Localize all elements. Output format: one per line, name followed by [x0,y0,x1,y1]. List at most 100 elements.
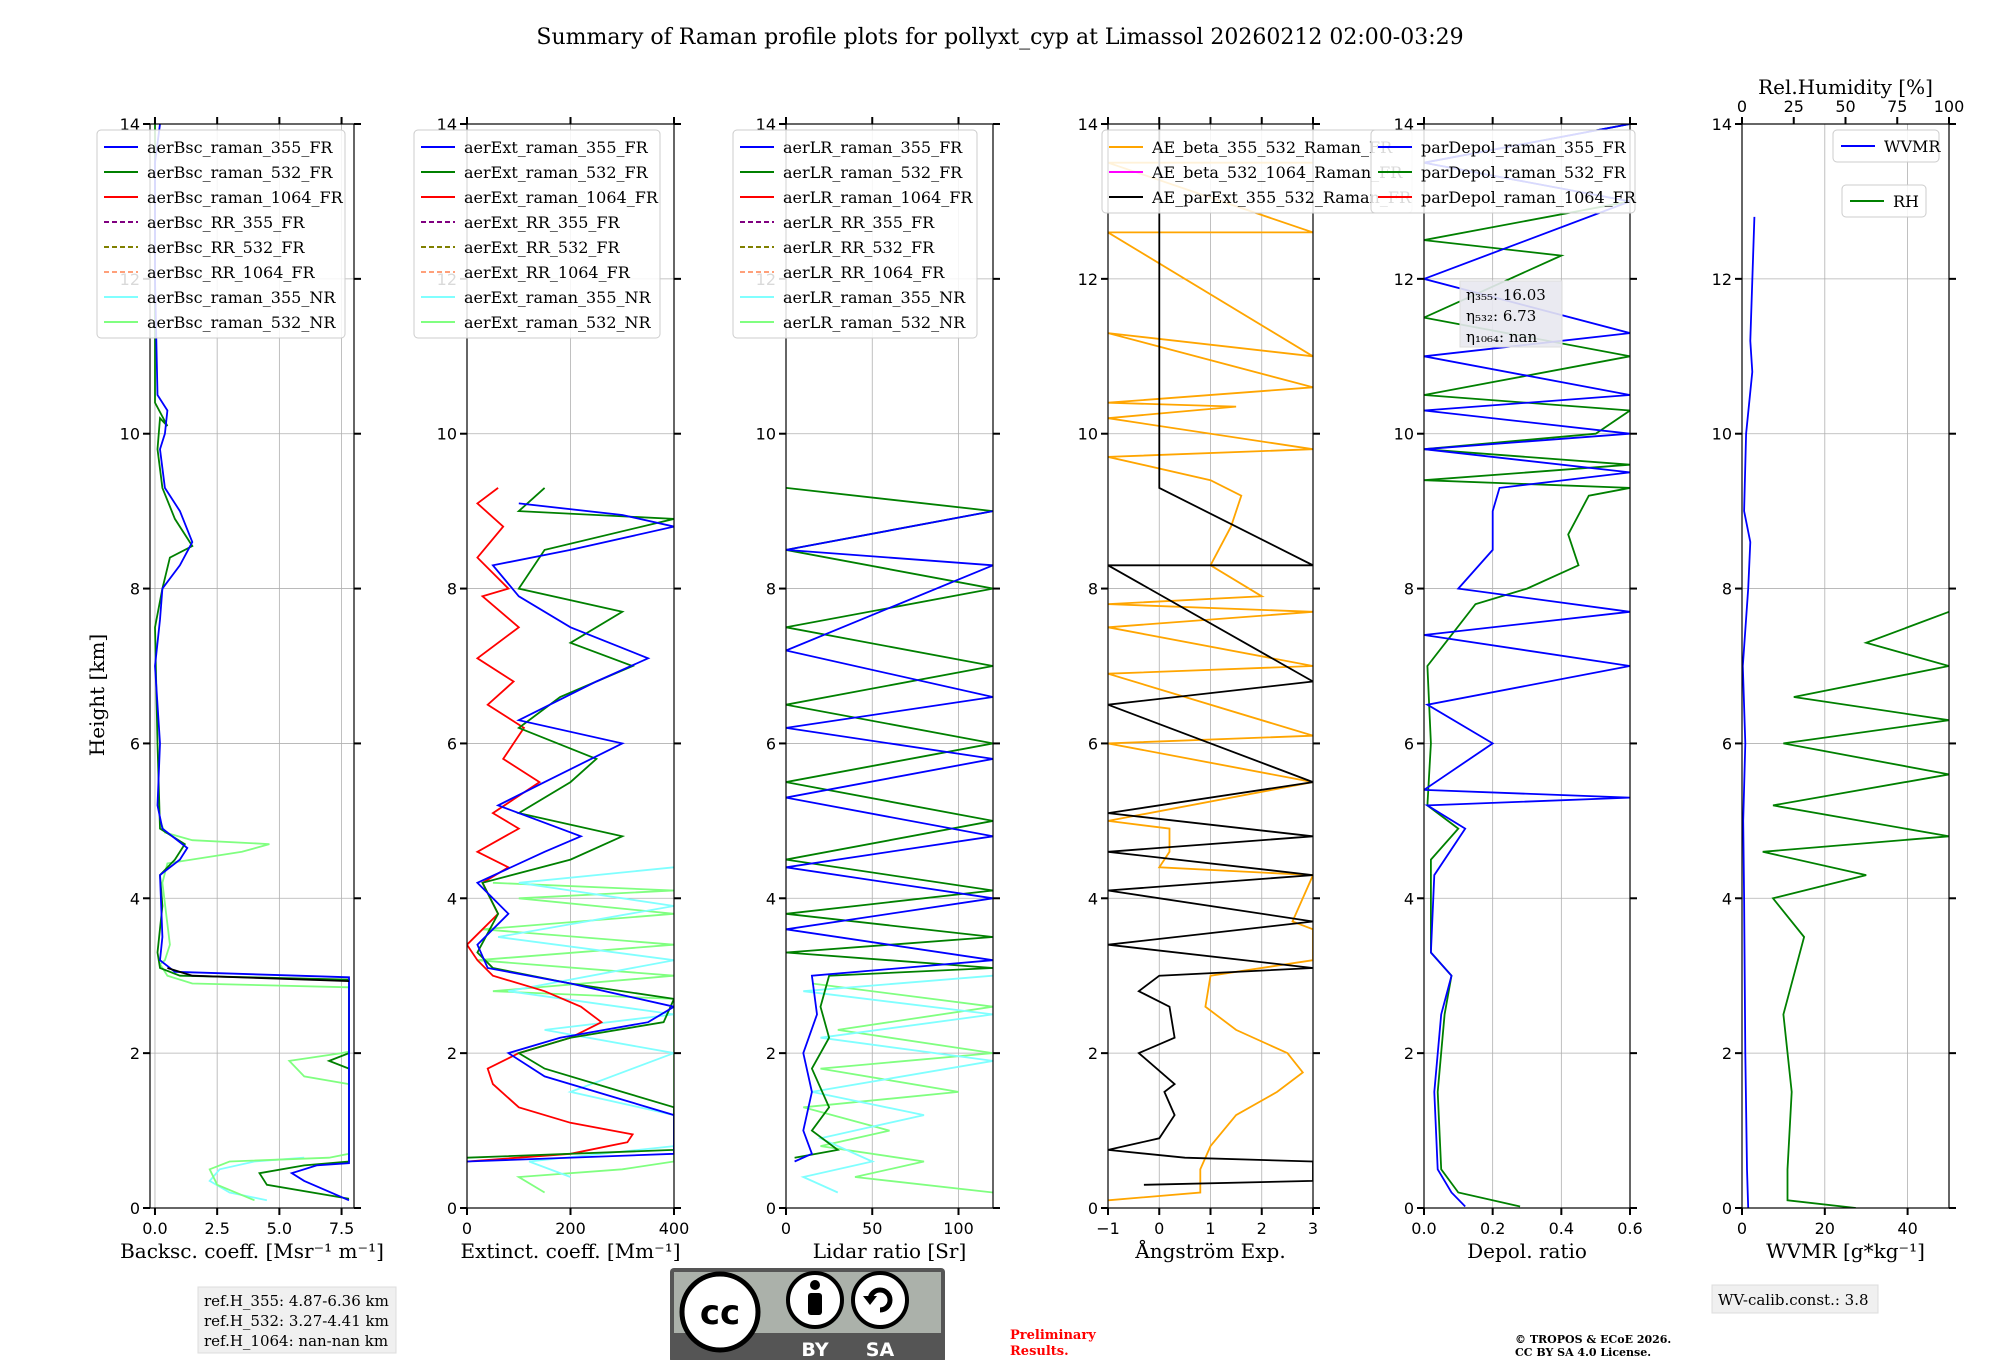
x-tick-label: 200 [555,1219,586,1238]
copyright-line-2: CC BY SA 4.0 License. [1515,1346,1651,1359]
legend-label: aerExt_RR_532_FR [464,238,621,257]
legend-frame [1832,129,1940,163]
ref-box: ref.H_355: 4.87-6.36 km ref.H_532: 3.27-… [197,1286,397,1354]
series-group [1742,216,1949,1208]
y-tick-label: 12 [1078,270,1098,289]
y-tick-label: 0 [1404,1199,1414,1218]
legend-label: aerBsc_raman_355_NR [147,288,336,307]
legend-box: aerLR_raman_355_FR aerLR_raman_532_FR aerL… [732,129,978,339]
y-tick-label: 2 [447,1044,457,1063]
y-tick-label: 12 [1712,270,1732,289]
y-tick-label: 8 [1088,580,1098,599]
legend-label: aerLR_raman_355_NR [783,288,966,307]
legend-box: aerExt_raman_355_FR aerExt_raman_532_FRae… [413,129,661,339]
x-tick-label: 2 [1257,1219,1267,1238]
by-label: BY [801,1339,828,1360]
y-tick-label: 12 [1394,270,1414,289]
ref-h-1064: ref.H_1064: nan-nan km [204,1332,388,1350]
series-line-aerBsc_raman_532_NR [158,820,350,1202]
x-tick-label: 1 [1205,1219,1215,1238]
y-tick-label: 6 [1722,734,1732,753]
legend-label: AE_parExt_355_532_Raman_FR [1151,188,1412,207]
legend-label: aerBsc_raman_355_FR [147,138,333,157]
eta-annotation-bg [1459,280,1563,348]
legend-label: parDepol_raman_355_FR [1421,138,1627,157]
preliminary-line-1: Preliminary [1010,1328,1096,1343]
axes-frame [149,123,355,1209]
series-line-aerLR_raman_532_NR [803,982,993,1194]
y-tick-label: 14 [756,115,776,134]
legend-label: aerLR_RR_532_FR [783,238,935,257]
x-tick-label: 0.4 [1549,1219,1574,1238]
y-tick-label: 4 [1404,889,1414,908]
legend-label: aerLR_raman_1064_FR [783,188,973,207]
eta-annotation-line: η₃₅₅: 16.03 [1466,286,1546,304]
eta-annotation: η₃₅₅: 16.03 η₅₃₂: 6.73 η₁₀₆₄: nan [1459,280,1563,348]
series-line-parDepol_raman_355_FR [1424,124,1630,1208]
series-line-aerExt_raman_532_NR [477,881,674,1194]
legend-label: aerExt_RR_1064_FR [464,263,631,282]
sa-icon-arrow [867,1287,893,1313]
series-group [467,487,674,1194]
legend-label: aerBsc_RR_355_FR [147,213,305,232]
x-tick-label: 7.5 [329,1219,354,1238]
y-tick-label: 10 [756,425,776,444]
legend-label: aerLR_raman_532_FR [783,163,963,182]
sa-icon-arrowhead [863,1296,877,1305]
series-line-aerBsc_raman_1064_FR [167,967,350,982]
x-tick-label: 50 [862,1219,882,1238]
top-x-axis-label: Rel.Humidity [%] [1758,75,1933,99]
y-tick-label: 6 [447,734,457,753]
y-tick-label: 2 [1722,1044,1732,1063]
legend-label: aerLR_raman_532_NR [783,313,966,332]
x-tick-label: 0.2 [1480,1219,1505,1238]
legend-label: aerBsc_RR_532_FR [147,238,305,257]
wv-calib-text: WV-calib.const.: 3.8 [1718,1291,1869,1309]
x-tick-label: 100 [943,1219,974,1238]
top-x-tick-label: 50 [1835,97,1855,116]
y-tick-label: 14 [1078,115,1098,134]
x-axis-label: Lidar ratio [Sr] [813,1239,967,1263]
y-tick-label: 10 [1712,425,1732,444]
series-line-RH [1762,610,1949,1208]
y-tick-label: 10 [120,425,140,444]
by-icon-body [808,1293,822,1315]
series-line-WVMR [1742,216,1756,1208]
ref-h-355: ref.H_355: 4.87-6.36 km [204,1292,389,1310]
axes-frame [785,123,994,1209]
legend-label: aerExt_RR_355_FR [464,213,621,232]
cc-icon-text: cc [700,1293,740,1333]
x-tick-label: 0 [1737,1219,1747,1238]
y-tick-label: 0 [130,1199,140,1218]
x-tick-label: 0 [781,1219,791,1238]
legend-label: aerExt_raman_1064_FR [464,188,659,207]
series-group [1108,124,1313,1202]
legend-label: aerLR_raman_355_FR [783,138,963,157]
x-tick-label: 5.0 [267,1219,292,1238]
x-tick-label: 0 [1154,1219,1164,1238]
legend-label: AE_beta_355_532_Raman_FR [1151,138,1393,157]
x-tick-label: 0.6 [1617,1219,1642,1238]
cc-license-badge: cc BY SA [670,1268,945,1360]
x-tick-label: −1 [1096,1219,1120,1238]
y-tick-label: 0 [1088,1199,1098,1218]
axes-frame [1741,123,1950,1209]
y-tick-label: 14 [1712,115,1732,134]
y-tick-label: 4 [447,889,457,908]
legend-frame [732,129,978,339]
legend-box: AE_beta_355_532_Raman_FR AE_beta_532_1064… [1101,129,1413,214]
preliminary-line-2: Results. [1010,1344,1069,1359]
x-tick-label: 20 [1815,1219,1835,1238]
series-line-aerBsc_raman_355_FR [154,124,350,1202]
legend-label: parDepol_raman_1064_FR [1421,188,1637,207]
series-line-aerLR_raman_355_NR [800,974,993,1194]
legend-frame [96,129,346,339]
legend-label: RH [1893,192,1919,211]
legend-box: WVMR [1832,129,1941,163]
y-tick-label: 2 [766,1044,776,1063]
series-line-AE_beta_355_532_Raman_FR [1108,161,1313,1202]
series-group [1424,124,1630,1208]
